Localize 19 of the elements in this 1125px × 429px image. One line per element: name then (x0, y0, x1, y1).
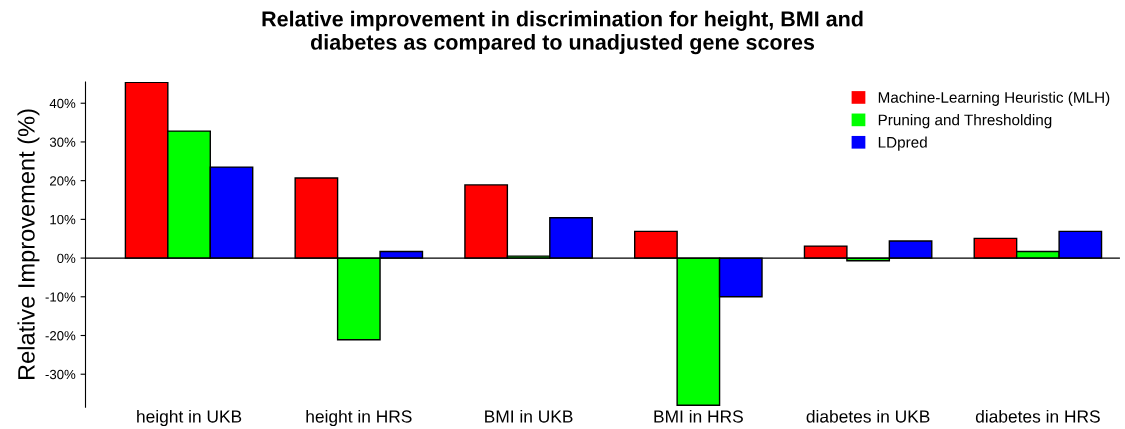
y-tick-label: 30% (49, 137, 76, 147)
y-tick-label: 20% (50, 176, 76, 186)
legend-label: Machine-Learning Heuristic (MLH) (878, 91, 1110, 106)
legend-label: Pruning and Thresholding (878, 114, 1052, 129)
y-tick-label: 0% (57, 253, 76, 263)
legend-label: LDpred (878, 136, 927, 151)
x-tick-label: BMI in UKB (485, 409, 573, 423)
x-tick-label: diabetes in HRS (975, 409, 1100, 423)
x-tick-label: height in HRS (306, 409, 412, 427)
chart-title: Relative improvement in discrimination for height, BMI and diabetes as compared to unadjusted gene scores (262, 10, 863, 55)
y-tick-label: -10% (45, 292, 76, 302)
y-tick-label: -20% (45, 331, 76, 341)
x-tick-label: BMI in HRS (654, 409, 743, 423)
x-tick-label: height in UKB (137, 409, 242, 427)
x-tick-label: diabetes in UKB (806, 409, 930, 423)
y-tick-label: 10% (50, 214, 76, 225)
y-axis-title: Relative Improvement (%) (17, 109, 40, 380)
y-tick-label: 40% (49, 98, 76, 109)
y-tick-label: -30% (45, 369, 76, 380)
